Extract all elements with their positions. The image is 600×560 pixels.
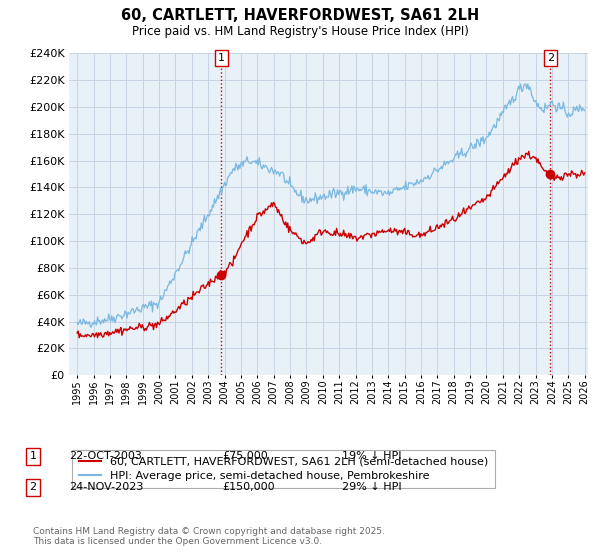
Text: 1: 1 (218, 53, 225, 63)
Text: 2: 2 (547, 53, 554, 63)
Legend: 60, CARTLETT, HAVERFORDWEST, SA61 2LH (semi-detached house), HPI: Average price,: 60, CARTLETT, HAVERFORDWEST, SA61 2LH (s… (72, 450, 494, 488)
Text: 60, CARTLETT, HAVERFORDWEST, SA61 2LH: 60, CARTLETT, HAVERFORDWEST, SA61 2LH (121, 8, 479, 24)
Text: £150,000: £150,000 (222, 482, 275, 492)
Text: 1: 1 (29, 451, 37, 461)
Text: £75,000: £75,000 (222, 451, 268, 461)
Text: 2: 2 (29, 482, 37, 492)
Text: 22-OCT-2003: 22-OCT-2003 (69, 451, 142, 461)
Text: Contains HM Land Registry data © Crown copyright and database right 2025.
This d: Contains HM Land Registry data © Crown c… (33, 526, 385, 546)
Text: 24-NOV-2023: 24-NOV-2023 (69, 482, 143, 492)
Text: Price paid vs. HM Land Registry's House Price Index (HPI): Price paid vs. HM Land Registry's House … (131, 25, 469, 38)
Text: 29% ↓ HPI: 29% ↓ HPI (342, 482, 401, 492)
Text: 19% ↓ HPI: 19% ↓ HPI (342, 451, 401, 461)
